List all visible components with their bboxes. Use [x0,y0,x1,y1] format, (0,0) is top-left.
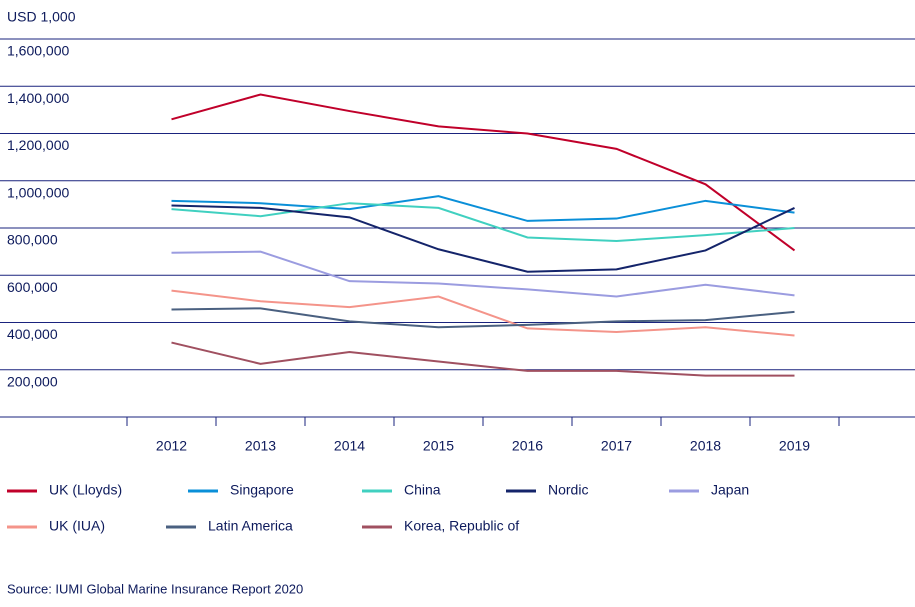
y-tick-label: 1,400,000 [7,90,69,106]
legend-label: Korea, Republic of [404,518,519,534]
y-tick-label: 1,200,000 [7,137,69,153]
y-tick-label: 800,000 [7,232,58,248]
legend-label: Singapore [230,482,294,498]
x-tick-label: 2014 [334,438,365,454]
legend-label: Latin America [208,518,293,534]
series-line [171,204,795,273]
source: Source: IUMI Global Marine Insurance Rep… [7,581,303,596]
series-line [171,202,795,242]
legend-label: UK (Lloyds) [49,482,122,498]
series-line [171,195,795,222]
x-tick-label: 2016 [512,438,543,454]
legend-label: UK (IUA) [49,518,105,534]
y-tick-label: 400,000 [7,326,58,342]
series-line [171,93,796,252]
legend-label: Japan [711,482,749,498]
series-line [171,307,795,329]
x-tick-label: 2012 [156,438,187,454]
x-tick-label: 2018 [690,438,721,454]
x-tick-label: 2017 [601,438,632,454]
x-tick-label: 2013 [245,438,276,454]
x-tick-label: 2015 [423,438,454,454]
y-tick-label: 1,000,000 [7,184,69,200]
x-tick-label: 2019 [779,438,810,454]
y-tick-label: 200,000 [7,373,58,389]
legend-label: Nordic [548,482,588,498]
legend-label: China [404,482,441,498]
y-tick-label: 600,000 [7,279,58,295]
y-tick-label: 1,600,000 [7,43,69,59]
series-line [171,341,795,377]
series-line [171,289,795,337]
y-axis-label: USD 1,000 [7,9,76,25]
series-line [171,250,795,298]
